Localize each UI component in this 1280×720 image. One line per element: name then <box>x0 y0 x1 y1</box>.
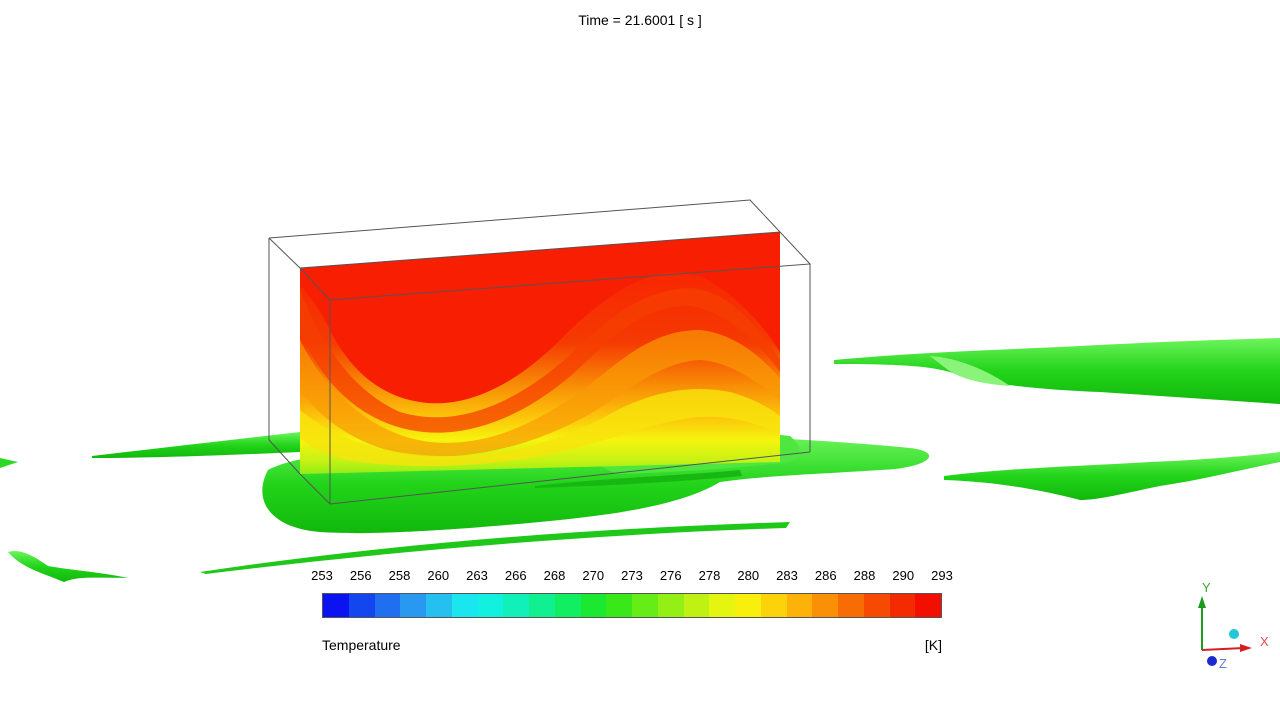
axis-x-label: X <box>1260 634 1269 649</box>
legend-color-cell <box>632 594 658 617</box>
legend-tick-label: 266 <box>504 568 527 583</box>
legend-tick-label: 276 <box>659 568 682 583</box>
legend-color-cell <box>915 594 941 617</box>
legend-color-cell <box>451 594 478 617</box>
legend-color-cell <box>348 594 375 617</box>
legend-tick-label: 263 <box>466 568 488 583</box>
domain-box-back <box>268 199 781 440</box>
legend-color-cell <box>529 594 555 617</box>
legend-tick-label: 270 <box>582 568 605 583</box>
legend-tick-label: 293 <box>931 568 953 583</box>
legend-color-cell <box>786 594 813 617</box>
legend-tick-label: 260 <box>427 568 450 583</box>
legend-tick-label: 253 <box>311 568 333 583</box>
legend-color-cell <box>657 594 684 617</box>
legend-color-cell <box>863 594 890 617</box>
legend-tick-label: 288 <box>853 568 876 583</box>
legend-title: Temperature <box>322 637 401 653</box>
legend-tick-label: 290 <box>892 568 915 583</box>
axis-z-label: Z <box>1219 656 1227 671</box>
legend-tick-label: 268 <box>543 568 566 583</box>
temperature-legend: 253 256 258 260 263 266 268 270 273 276 278 280 283 2… <box>311 568 953 658</box>
legend-tick-label: 258 <box>388 568 411 583</box>
legend-tick-label: 280 <box>737 568 760 583</box>
legend-color-cell <box>554 594 581 617</box>
legend-tick-label: 283 <box>776 568 798 583</box>
axis-y-label: Y <box>1202 580 1211 595</box>
legend-color-cell <box>580 594 607 617</box>
axis-triad-icon <box>1198 596 1252 666</box>
legend-color-cell <box>812 594 838 617</box>
legend-color-cell <box>735 594 761 617</box>
legend-color-cell <box>503 594 529 617</box>
legend-color-cell <box>323 594 349 617</box>
isosurface-right <box>834 338 1280 500</box>
isosurface-left <box>0 432 790 582</box>
legend-tick-label: 278 <box>698 568 721 583</box>
legend-tick-label: 273 <box>621 568 643 583</box>
legend-color-cell <box>400 594 426 617</box>
legend-tick-label: 256 <box>349 568 372 583</box>
axis-triad[interactable]: Y X Z <box>1192 578 1272 671</box>
legend-tick-row: 253 256 258 260 263 266 268 270 273 276 278 280 283 2… <box>311 568 953 586</box>
legend-tick-label: 286 <box>814 568 837 583</box>
legend-color-cell <box>606 594 632 617</box>
legend-color-cell <box>426 594 452 617</box>
legend-color-bar <box>322 593 942 618</box>
temperature-slice <box>300 232 780 474</box>
domain-box-front <box>268 231 812 505</box>
legend-color-cell <box>760 594 787 617</box>
legend-color-cell <box>838 594 864 617</box>
legend-color-cell <box>683 594 710 617</box>
legend-unit: [K] <box>924 637 942 653</box>
legend-color-cell <box>889 594 916 617</box>
time-label: Time = 21.6001 [ s ] <box>578 12 702 28</box>
legend-color-cell <box>374 594 401 617</box>
legend-color-cell <box>709 594 735 617</box>
legend-color-cell <box>477 594 504 617</box>
